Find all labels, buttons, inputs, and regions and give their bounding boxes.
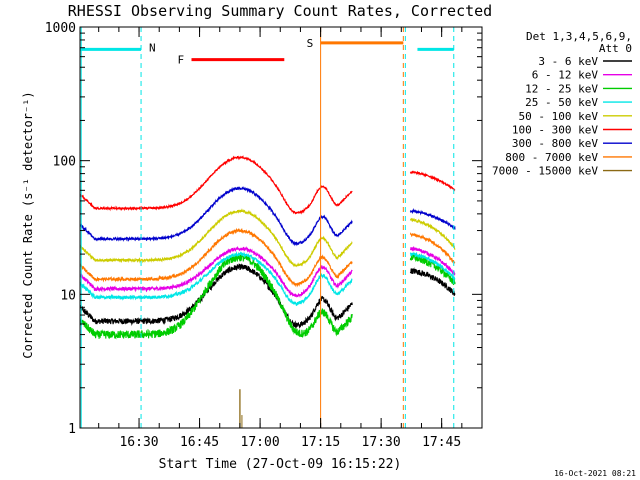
y-tick-label-3: 1000 <box>45 21 76 36</box>
flag-label-S: S <box>307 37 314 50</box>
legend-label-6: 300 - 800 keV <box>512 137 598 150</box>
legend-label-8: 7000 - 15000 keV <box>492 165 598 178</box>
chart-title: RHESSI Observing Summary Count Rates, Co… <box>68 2 492 20</box>
x-tick-label-0: 16:30 <box>119 435 158 450</box>
y-axis-label: Corrected Count Rate (s⁻¹ detector⁻¹) <box>21 91 35 358</box>
y-tick-label-2: 100 <box>53 155 76 170</box>
series-line-0 <box>79 263 456 329</box>
footer-timestamp: 16-Oct-2021 08:21 <box>554 469 636 478</box>
series-line-5 <box>79 155 456 215</box>
series-line-7 <box>79 227 456 288</box>
legend-label-0: 3 - 6 keV <box>538 55 598 68</box>
series-line-1 <box>79 245 456 299</box>
x-tick-label-5: 17:45 <box>422 435 461 450</box>
x-tick-label-2: 17:00 <box>241 435 280 450</box>
plot-frame <box>79 26 483 429</box>
series-line-3 <box>79 250 456 307</box>
x-tick-label-4: 17:30 <box>362 435 401 450</box>
x-tick-label-1: 16:45 <box>180 435 219 450</box>
flag-label-N: N <box>149 41 156 54</box>
legend-header-line-1: Det 1,3,4,5,6,9, <box>526 30 632 43</box>
flag-label-F: F <box>177 54 184 67</box>
x-axis-label: Start Time (27-Oct-09 16:15:22) <box>159 457 402 472</box>
legend-label-1: 6 - 12 keV <box>532 69 599 82</box>
x-tick-label-3: 17:15 <box>301 435 340 450</box>
legend-label-5: 100 - 300 keV <box>512 124 598 137</box>
axes: 1 10 100 1000 16:30 16:45 17:00 17:15 17:30 17:45 <box>45 21 483 450</box>
series-line-6 <box>79 186 456 247</box>
legend-label-4: 50 - 100 keV <box>519 110 599 123</box>
legend-label-7: 800 - 7000 keV <box>505 151 598 164</box>
y-tick-label-1: 10 <box>60 288 76 303</box>
legend-label-2: 12 - 25 keV <box>525 82 598 95</box>
plot-area: N F S <box>79 27 456 428</box>
legend-label-3: 25 - 50 keV <box>525 96 598 109</box>
series-line-4 <box>79 208 456 268</box>
legend-header-line-2: Att 0 <box>599 42 632 55</box>
y-tick-label-0: 1 <box>68 422 76 437</box>
